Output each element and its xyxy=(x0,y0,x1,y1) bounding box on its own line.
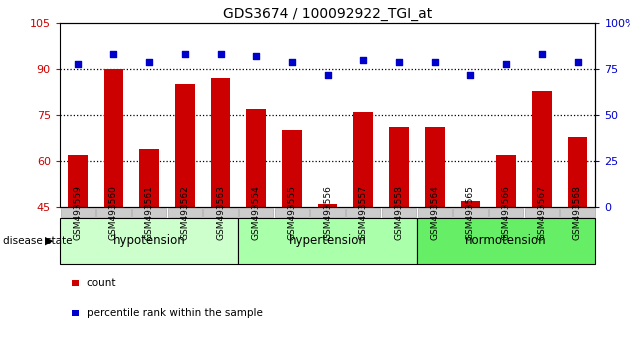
Bar xyxy=(568,137,587,207)
Point xyxy=(287,59,297,64)
Point xyxy=(573,59,583,64)
Point xyxy=(466,72,476,78)
Text: GSM493559: GSM493559 xyxy=(73,185,82,240)
Text: GSM493554: GSM493554 xyxy=(252,185,261,240)
Point xyxy=(72,61,83,66)
Bar xyxy=(282,130,302,207)
Text: GSM493557: GSM493557 xyxy=(359,185,368,240)
Point xyxy=(537,51,547,57)
Point xyxy=(358,57,369,63)
Point xyxy=(323,72,333,78)
Text: GSM493555: GSM493555 xyxy=(287,185,296,240)
Bar xyxy=(175,84,195,207)
Title: GDS3674 / 100092922_TGI_at: GDS3674 / 100092922_TGI_at xyxy=(223,7,432,21)
Text: GSM493560: GSM493560 xyxy=(109,185,118,240)
Bar xyxy=(60,218,238,264)
Point xyxy=(501,61,511,66)
Text: GSM493558: GSM493558 xyxy=(394,185,403,240)
Point xyxy=(180,51,190,57)
Text: hypotension: hypotension xyxy=(113,234,185,247)
Text: GSM493564: GSM493564 xyxy=(430,185,439,240)
Bar xyxy=(417,218,595,264)
Text: GSM493562: GSM493562 xyxy=(180,185,189,240)
Text: GSM493563: GSM493563 xyxy=(216,185,225,240)
Text: GSM493566: GSM493566 xyxy=(501,185,510,240)
Bar xyxy=(461,201,480,207)
Text: GSM493567: GSM493567 xyxy=(537,185,546,240)
Point xyxy=(108,51,118,57)
Text: GSM493556: GSM493556 xyxy=(323,185,332,240)
Bar xyxy=(425,127,445,207)
Bar xyxy=(389,127,409,207)
Point xyxy=(215,51,226,57)
Bar xyxy=(353,112,373,207)
Bar xyxy=(318,204,338,207)
Bar xyxy=(68,155,88,207)
Text: count: count xyxy=(87,278,117,288)
Text: hypertension: hypertension xyxy=(289,234,367,247)
Bar xyxy=(496,155,516,207)
Text: ▶: ▶ xyxy=(45,236,54,246)
Bar xyxy=(139,149,159,207)
Bar xyxy=(238,218,417,264)
Text: GSM493561: GSM493561 xyxy=(145,185,154,240)
Point xyxy=(144,59,154,64)
Bar xyxy=(103,69,123,207)
Text: disease state: disease state xyxy=(3,236,72,246)
Bar xyxy=(246,109,266,207)
Text: GSM493565: GSM493565 xyxy=(466,185,475,240)
Point xyxy=(251,53,261,59)
Text: normotension: normotension xyxy=(466,234,547,247)
Text: GSM493568: GSM493568 xyxy=(573,185,582,240)
Text: percentile rank within the sample: percentile rank within the sample xyxy=(87,308,263,318)
Point xyxy=(430,59,440,64)
Point xyxy=(394,59,404,64)
Bar xyxy=(210,78,231,207)
Bar xyxy=(532,91,552,207)
